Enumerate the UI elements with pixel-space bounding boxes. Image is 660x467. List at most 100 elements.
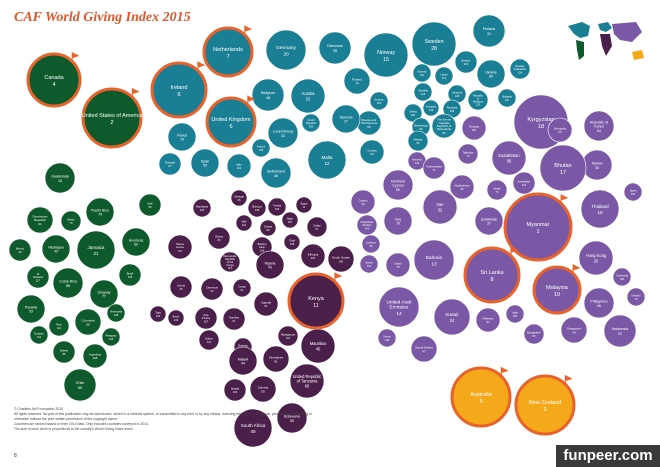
bubble-rank: 35 [595, 166, 599, 170]
bubble-rank: 24 [450, 318, 455, 323]
bubble-rank: 143 [365, 226, 370, 230]
bubble-rank: 133 [156, 314, 161, 318]
bubble-label: El Salvador [33, 272, 43, 279]
bubble-label: Montenegro [414, 123, 428, 127]
bubble-rank: 81 [274, 359, 278, 363]
bubble-rank: 69 [78, 386, 82, 390]
bubble-rank: 130 [309, 124, 314, 128]
bubble-label: Palestinian Territory [361, 220, 374, 227]
page-number: 8 [14, 453, 17, 459]
bubble-label: Lebanon [366, 240, 377, 244]
bubble-circle [223, 378, 247, 402]
bubble-label: Ukraine [485, 70, 497, 74]
bubble-circle [82, 343, 108, 369]
top10-flag-icon [244, 25, 253, 36]
bubble-label: Japan [629, 188, 637, 192]
bubble-rank: 26 [594, 258, 599, 263]
bubble-rank: 132 [174, 318, 179, 322]
bubble-circle [158, 152, 182, 176]
bubble-label: Brazil [127, 271, 134, 275]
bubble-rank: 95 [533, 334, 536, 338]
bubble-rank: 83 [417, 141, 420, 145]
bubble-circle [359, 254, 379, 274]
bubble-circle [76, 230, 116, 270]
bubble-label: Belarus [462, 58, 472, 62]
bubble-circle [251, 138, 271, 158]
bubble-circle [377, 328, 397, 348]
bubble-rank: 46 [597, 304, 601, 308]
bubble-circle [413, 239, 455, 281]
bubble-label: The former Yugoslav Republic of Macedonia [437, 118, 452, 132]
bubble-circle [26, 206, 54, 234]
bubble-rank: 55 [290, 419, 294, 423]
bubble-rank: 128 [114, 313, 119, 317]
bubble-circle [539, 144, 587, 192]
bubble-label: Greece [257, 144, 266, 148]
bubble-label: Luxembourg [273, 129, 293, 133]
footer-notes: © Charities Aid Foundation 2015 All righ… [14, 407, 314, 432]
bubble-circle [259, 219, 277, 237]
bubble-circle [60, 210, 82, 232]
bubble-circle [198, 329, 220, 351]
bubble-rank: 70 [70, 221, 73, 225]
bubble-rank: 80 [267, 228, 270, 232]
bubble-rank: 92 [211, 289, 214, 293]
bubble-rank: 134 [233, 390, 238, 394]
bubble-label: Czech Republic [306, 118, 317, 125]
bubble-circle [277, 325, 299, 347]
bubble-circle [449, 174, 475, 200]
bubble-label: Russian Federation [514, 64, 527, 71]
bubble-circle [48, 315, 70, 337]
bubble-circle [547, 117, 573, 143]
bubble-circle [233, 408, 273, 448]
bubble-circle [255, 250, 285, 280]
bubble-circle [410, 335, 438, 363]
top10-flag-icon [560, 194, 569, 204]
bubble-label: Bhutan [554, 163, 571, 169]
bubble-label: Bosnia and Herzegovina [361, 118, 378, 125]
bubble-label: Guinea [264, 224, 273, 228]
bubble-rank: 48 [266, 96, 270, 100]
bubble-rank: 140 [385, 338, 390, 342]
bubble-label: Cote d'Ivoire [202, 313, 211, 320]
bubble-rank: 6 [177, 92, 180, 98]
bubble-label: Kuwait [446, 312, 460, 317]
bubble-rank: 106 [450, 109, 455, 113]
bubble-rank: 17 [560, 170, 566, 176]
bubble-label: Lithuania [452, 90, 463, 94]
bubble-circle [523, 323, 545, 345]
bubble-circle [262, 345, 290, 373]
bubble-rank: 6 [229, 124, 232, 130]
bubble-rank: 103 [464, 62, 469, 66]
bubble-label: Afghanistan [454, 183, 470, 187]
bubble-rank: 20 [283, 51, 289, 57]
bubble-rank: 27 [344, 120, 348, 124]
bubble-circle [251, 78, 285, 112]
bubble-label: South Sudan [332, 255, 350, 259]
bubble-circle [300, 328, 336, 364]
bubble-label: Nigeria [265, 261, 276, 265]
